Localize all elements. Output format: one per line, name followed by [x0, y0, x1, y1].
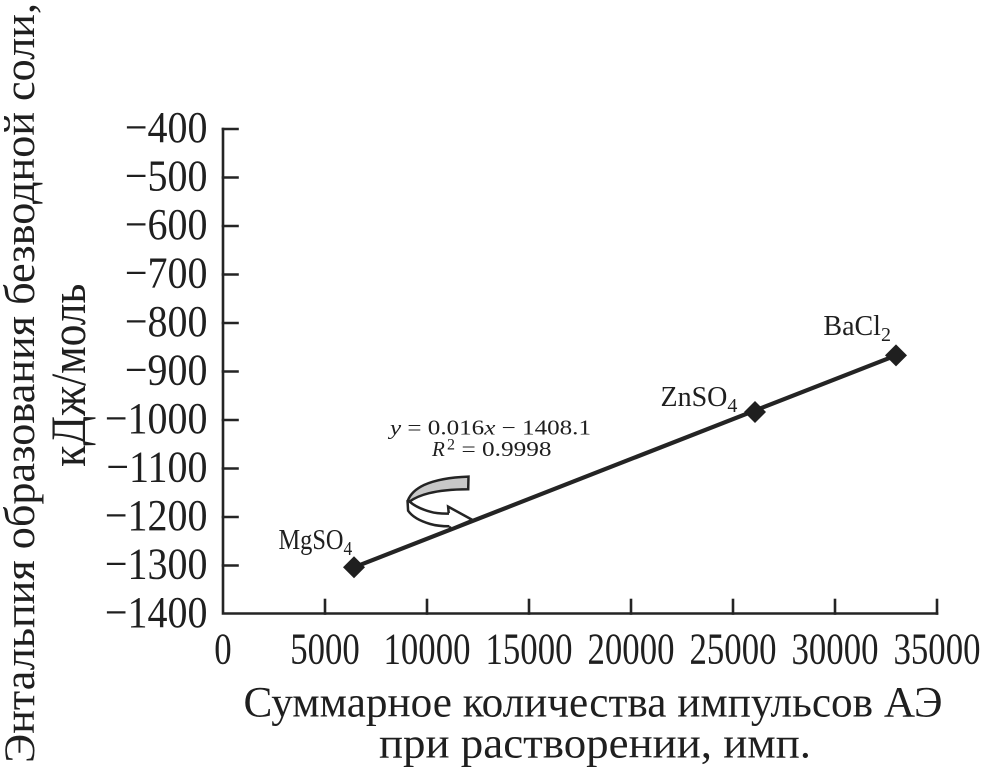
svg-text:−1200: −1200: [105, 492, 208, 540]
svg-text:35000: 35000: [894, 625, 981, 674]
svg-text:5000: 5000: [290, 625, 360, 674]
svg-text:0: 0: [214, 625, 231, 674]
svg-text:20000: 20000: [588, 625, 675, 674]
svg-text:−400: −400: [125, 104, 208, 152]
svg-text:−1000: −1000: [105, 395, 208, 443]
svg-text:25000: 25000: [690, 625, 777, 674]
svg-text:кДж/моль: кДж/моль: [40, 284, 96, 467]
svg-text:15000: 15000: [486, 625, 573, 674]
svg-text:2: 2: [447, 437, 455, 454]
svg-text:10000: 10000: [384, 625, 471, 674]
svg-text:при растворении, имп.: при растворении, имп.: [379, 721, 811, 768]
svg-text:−1300: −1300: [105, 541, 208, 589]
svg-text:Суммарное количества импульсов: Суммарное количества импульсов АЭ: [244, 680, 943, 727]
svg-text:−500: −500: [125, 153, 208, 201]
svg-text:−1100: −1100: [106, 444, 207, 492]
svg-text:−700: −700: [125, 250, 208, 298]
svg-text:−900: −900: [125, 347, 208, 395]
svg-text:R: R: [431, 437, 445, 461]
svg-text:−800: −800: [125, 298, 208, 346]
svg-text:Энтальпия образования безводно: Энтальпия образования безводной соли,: [0, 3, 44, 763]
svg-text:= 0.9998: = 0.9998: [462, 437, 552, 461]
svg-text:BaCl2: BaCl2: [823, 311, 891, 346]
svg-text:ZnSO4: ZnSO4: [661, 382, 738, 417]
svg-text:−600: −600: [125, 201, 208, 249]
svg-text:MgSO4: MgSO4: [279, 524, 353, 560]
svg-text:30000: 30000: [792, 625, 879, 674]
svg-text:−1400: −1400: [105, 589, 208, 637]
